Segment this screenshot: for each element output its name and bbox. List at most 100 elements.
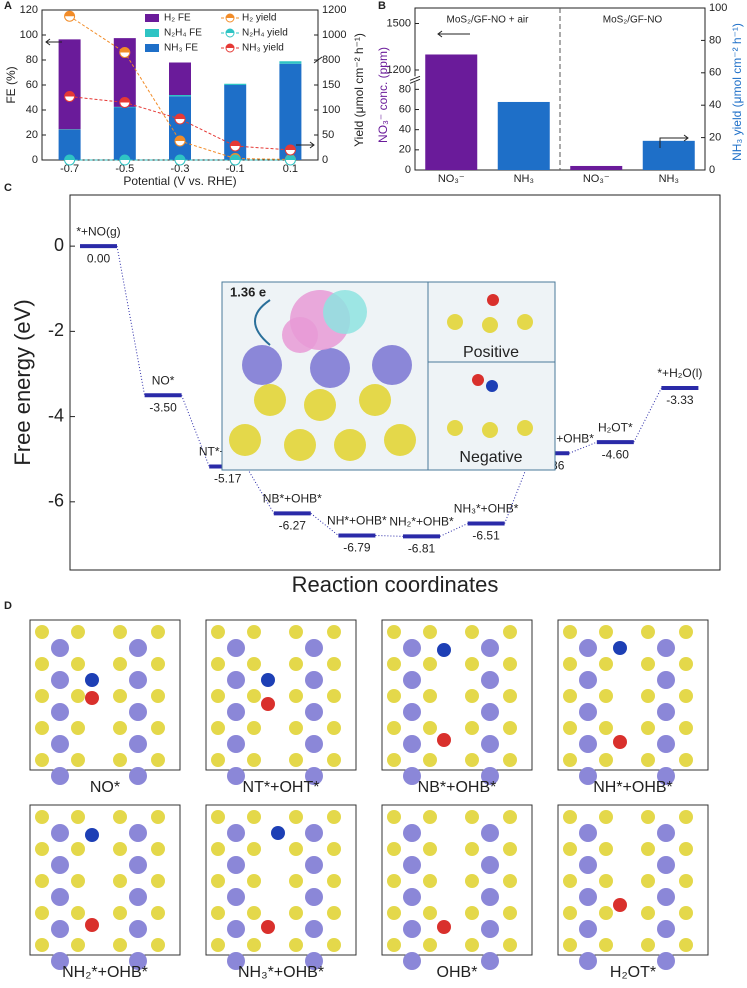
atom bbox=[113, 753, 127, 767]
atom bbox=[481, 952, 499, 970]
atom bbox=[113, 689, 127, 703]
adsorbate bbox=[85, 673, 99, 687]
atom bbox=[51, 703, 69, 721]
y2-axis-title: NH₃ yield (μmol cm⁻² h⁻¹) bbox=[730, 23, 744, 161]
atom bbox=[657, 671, 675, 689]
atom bbox=[503, 810, 517, 824]
atom bbox=[657, 888, 675, 906]
atom bbox=[563, 842, 577, 856]
atom bbox=[113, 906, 127, 920]
atom bbox=[227, 767, 245, 785]
marker-half bbox=[175, 155, 185, 160]
atom bbox=[305, 671, 323, 689]
atom bbox=[641, 938, 655, 952]
atom bbox=[599, 810, 613, 824]
atom bbox=[563, 625, 577, 639]
atom bbox=[657, 920, 675, 938]
atom bbox=[254, 384, 286, 416]
atom bbox=[305, 735, 323, 753]
annotation-arrow bbox=[437, 30, 470, 38]
atom bbox=[289, 810, 303, 824]
atom bbox=[563, 689, 577, 703]
atom bbox=[482, 317, 498, 333]
atom bbox=[679, 689, 693, 703]
atom bbox=[35, 721, 49, 735]
y2-tick-label: 60 bbox=[709, 67, 721, 79]
atom bbox=[579, 767, 597, 785]
atom bbox=[563, 938, 577, 952]
atom bbox=[579, 735, 597, 753]
caption: NT*+OHT* bbox=[243, 779, 320, 796]
atom bbox=[423, 753, 437, 767]
atom bbox=[657, 824, 675, 842]
bar-segment bbox=[169, 62, 191, 95]
atom bbox=[465, 842, 479, 856]
atom bbox=[465, 810, 479, 824]
connector bbox=[181, 395, 210, 467]
atom bbox=[305, 920, 323, 938]
atom bbox=[247, 625, 261, 639]
atom bbox=[403, 856, 421, 874]
atom bbox=[599, 842, 613, 856]
atom bbox=[327, 906, 341, 920]
atom bbox=[465, 625, 479, 639]
atom bbox=[403, 735, 421, 753]
y-tick-label: 0 bbox=[405, 164, 411, 176]
atom bbox=[465, 689, 479, 703]
marker-half bbox=[285, 145, 296, 150]
bar-segment bbox=[58, 129, 81, 130]
atom bbox=[403, 952, 421, 970]
atom bbox=[129, 767, 147, 785]
atom bbox=[113, 810, 127, 824]
atom bbox=[227, 952, 245, 970]
adsorbate bbox=[613, 735, 627, 749]
bar-segment bbox=[224, 85, 247, 160]
atom bbox=[679, 625, 693, 639]
connector bbox=[504, 453, 533, 524]
annotation-arrow bbox=[254, 299, 271, 346]
atom bbox=[289, 938, 303, 952]
x-tick-label: -0.7 bbox=[60, 163, 79, 175]
atom bbox=[387, 874, 401, 888]
atom bbox=[387, 842, 401, 856]
atom bbox=[151, 938, 165, 952]
atom bbox=[227, 888, 245, 906]
atom bbox=[71, 906, 85, 920]
atom bbox=[481, 767, 499, 785]
atom bbox=[305, 703, 323, 721]
bar-segment bbox=[169, 95, 191, 97]
atom bbox=[387, 906, 401, 920]
atom bbox=[327, 842, 341, 856]
atom bbox=[641, 657, 655, 671]
atom bbox=[403, 671, 421, 689]
atom bbox=[482, 422, 498, 438]
atom bbox=[503, 657, 517, 671]
atom bbox=[563, 874, 577, 888]
atom bbox=[35, 753, 49, 767]
atom bbox=[71, 842, 85, 856]
value-label: -6.51 bbox=[472, 529, 500, 543]
atom bbox=[327, 721, 341, 735]
atom bbox=[304, 389, 336, 421]
atom bbox=[481, 856, 499, 874]
atom bbox=[563, 906, 577, 920]
atom bbox=[289, 625, 303, 639]
x-tick-label: NH₃ bbox=[514, 173, 534, 185]
y-axis-title: Free energy (eV) bbox=[10, 299, 35, 465]
state-label: NH₃*+OHB* bbox=[454, 502, 519, 516]
atom bbox=[679, 874, 693, 888]
adsorbate bbox=[437, 643, 451, 657]
adsorbate bbox=[437, 920, 451, 934]
state-label: *+H₂O(l) bbox=[657, 366, 702, 380]
atom bbox=[227, 920, 245, 938]
y-tick-label: -6 bbox=[48, 491, 64, 511]
atom bbox=[129, 735, 147, 753]
atom bbox=[129, 671, 147, 689]
atom bbox=[387, 810, 401, 824]
atom bbox=[310, 348, 350, 388]
atom bbox=[289, 753, 303, 767]
y2-tick-label: 20 bbox=[709, 132, 721, 144]
atom bbox=[657, 856, 675, 874]
y2-tick-label: 100 bbox=[709, 2, 727, 14]
atom bbox=[227, 824, 245, 842]
